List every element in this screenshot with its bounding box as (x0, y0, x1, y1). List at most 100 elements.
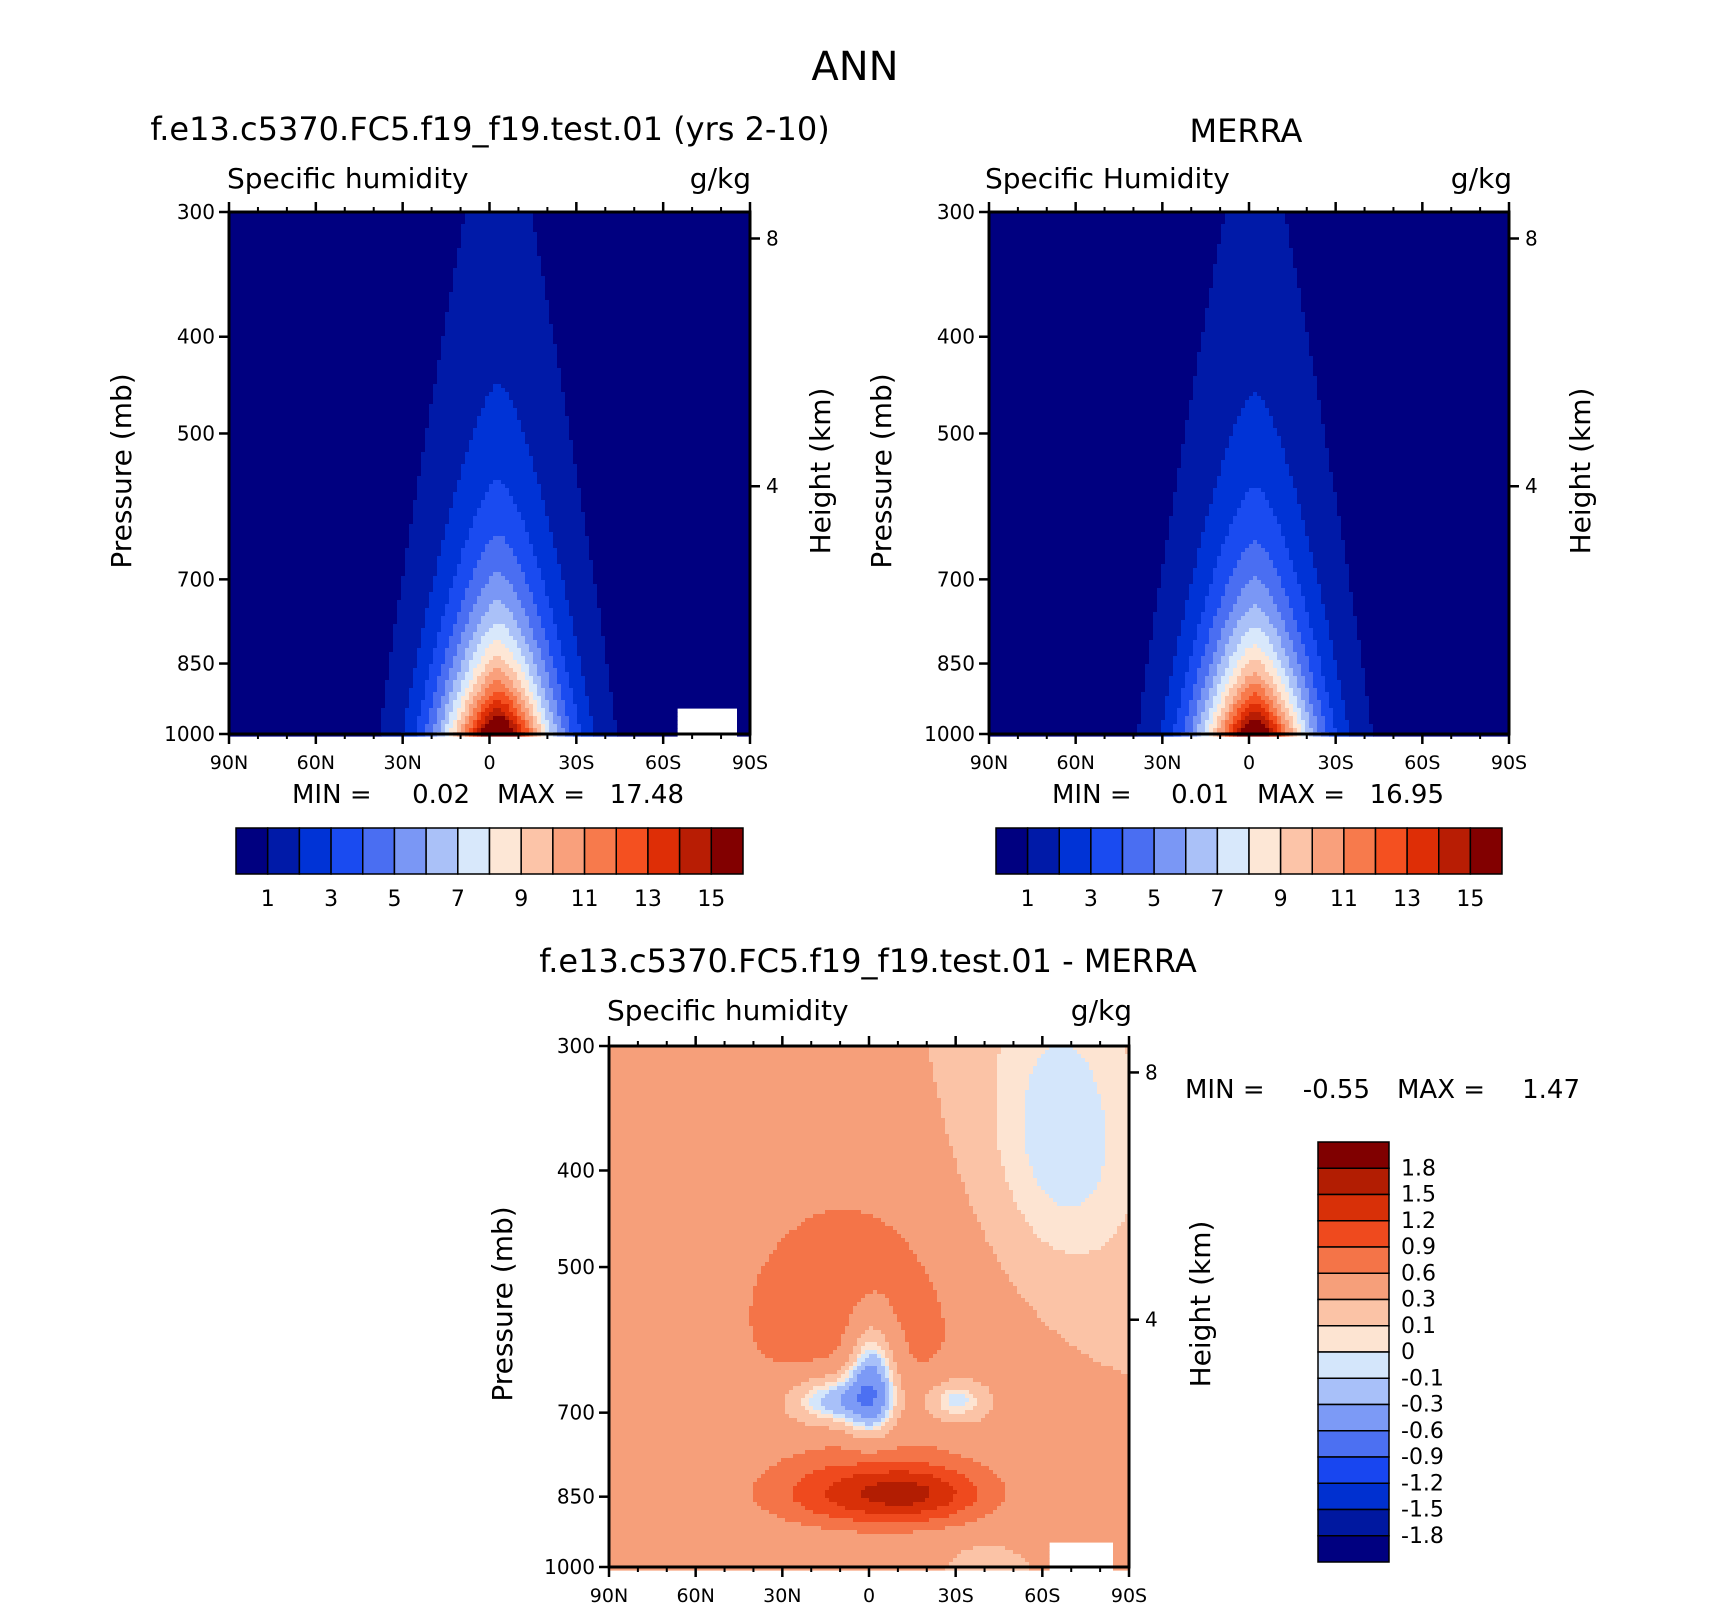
contour-cell (1221, 676, 1230, 681)
contour-cell (609, 1234, 786, 1239)
contour-cell (1305, 312, 1510, 317)
contour-cell (825, 1446, 842, 1451)
contour-cell (1297, 620, 1310, 625)
contour-cell (1001, 1046, 1050, 1051)
contour-cell (1285, 624, 1298, 629)
contour-cell (909, 1246, 994, 1251)
contour-cell (429, 672, 442, 677)
contour-cell (1305, 648, 1318, 653)
contour-cell (529, 532, 554, 537)
contour-cell (897, 1314, 942, 1319)
contour-cell (1317, 716, 1326, 721)
contour-cell (1277, 728, 1282, 733)
contour-cell (1217, 260, 1294, 265)
contour-cell (937, 1086, 998, 1091)
contour-cell (437, 632, 454, 637)
contour-cell (393, 628, 422, 633)
contour-cell (1037, 1182, 1098, 1187)
contour-cell (381, 728, 406, 733)
contour-cell (461, 472, 538, 477)
contour-cell (437, 376, 562, 381)
contour-cell (429, 424, 478, 429)
contour-cell (1189, 400, 1246, 405)
contour-cell (521, 604, 538, 609)
contour-cell (989, 696, 1142, 701)
contour-cell (541, 268, 751, 273)
contour-cell (1309, 700, 1322, 705)
contour-cell (545, 500, 582, 505)
contour-cell (565, 664, 582, 669)
contour-cell (553, 660, 566, 665)
contour-cell (1309, 536, 1342, 541)
contour-cell (1285, 684, 1290, 689)
contour-cell (989, 528, 1170, 533)
contour-cell (229, 592, 402, 597)
contour-cell (537, 252, 751, 257)
contour-cell (1013, 1550, 1050, 1555)
contour-cell (1193, 384, 1318, 389)
panel-difference-title: f.e13.c5370.FC5.f19_f19.test.01 - MERRA (539, 942, 1197, 980)
contour-cell (229, 468, 422, 473)
colorbar-label: 0.3 (1401, 1288, 1436, 1313)
contour-cell (457, 644, 470, 649)
contour-cell (457, 716, 462, 721)
contour-cell (1205, 320, 1306, 325)
contour-cell (549, 604, 570, 609)
contour-cell (1221, 236, 1290, 241)
contour-cell (889, 1390, 894, 1395)
contour-cell (997, 1082, 1030, 1087)
contour-cell (1161, 728, 1174, 733)
contour-cell (561, 576, 594, 581)
contour-cell (609, 1214, 814, 1219)
contour-cell (1277, 716, 1282, 721)
contour-cell (549, 312, 751, 317)
contour-cell (1105, 1154, 1130, 1159)
contour-cell (1305, 520, 1342, 525)
contour-cell (537, 672, 550, 677)
contour-cell (229, 660, 390, 665)
colorbar-box (1153, 827, 1187, 875)
contour-cell (997, 1114, 1026, 1119)
contour-cell (889, 1398, 894, 1403)
contour-cell (1313, 632, 1330, 637)
contour-cell (541, 684, 550, 689)
contour-cell (1285, 724, 1290, 729)
contour-cell (609, 1146, 954, 1151)
contour-cell (1233, 628, 1250, 633)
contour-cell (1325, 428, 1510, 433)
contour-cell (1065, 1338, 1130, 1343)
contour-cell (609, 668, 751, 673)
contour-cell (1097, 1086, 1130, 1091)
contour-cell (757, 1346, 838, 1351)
contour-cell (441, 548, 462, 553)
contour-cell (1241, 712, 1250, 717)
contour-cell (1185, 420, 1238, 425)
contour-cell (437, 360, 558, 365)
contour-cell (609, 1190, 966, 1195)
contour-cell (941, 1402, 950, 1407)
contour-cell (989, 316, 1206, 321)
contour-cell (889, 1382, 894, 1387)
contour-cell (1341, 536, 1510, 541)
contour-cell (929, 1046, 1002, 1051)
contour-cell (1241, 616, 1270, 621)
contour-cell (465, 704, 470, 709)
contour-cell (989, 356, 1198, 361)
contour-cell (573, 616, 602, 621)
contour-cell (601, 628, 751, 633)
contour-cell (449, 520, 474, 525)
contour-cell (1265, 548, 1290, 553)
contour-cell (881, 1410, 886, 1415)
contour-cell (1309, 696, 1318, 701)
contour-cell (397, 608, 426, 613)
contour-cell (561, 380, 751, 385)
contour-cell (457, 568, 474, 573)
contour-cell (1013, 1190, 1046, 1195)
contour-cell (609, 1546, 974, 1551)
contour-cell (609, 1486, 754, 1491)
contour-cell (485, 544, 510, 549)
contour-cell (1265, 724, 1270, 729)
contour-cell (441, 348, 558, 353)
colorbar-box (1317, 1325, 1390, 1353)
contour-cell (1221, 680, 1230, 685)
